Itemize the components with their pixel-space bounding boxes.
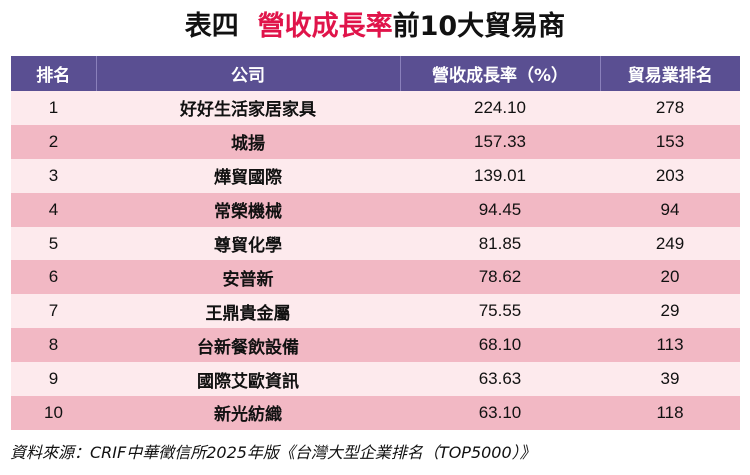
header-rank: 排名 xyxy=(11,56,97,91)
title-highlight: 營收成長率 xyxy=(257,11,393,42)
company-cell: 王鼎貴金屬 xyxy=(96,294,400,329)
growth-cell: 157.33 xyxy=(400,124,600,159)
growth-cell: 224.10 xyxy=(400,91,600,125)
trade-rank-cell: 278 xyxy=(600,91,740,125)
table-row: 2 城揚 157.33 153 xyxy=(11,124,740,159)
trade-rank-cell: 29 xyxy=(600,294,740,329)
company-cell: 台新餐飲設備 xyxy=(96,328,400,363)
growth-cell: 94.45 xyxy=(400,192,600,227)
header-growth: 營收成長率（%） xyxy=(400,56,601,91)
table-row: 3 燁貿國際 139.01 203 xyxy=(11,158,740,193)
company-cell: 安普新 xyxy=(96,260,400,295)
company-cell: 新光紡織 xyxy=(96,396,400,430)
company-cell: 尊貿化學 xyxy=(96,226,400,261)
table-header-row: 排名 公司 營收成長率（%） 貿易業排名 xyxy=(11,56,740,91)
rank-cell: 9 xyxy=(11,362,96,397)
table-row: 4 常榮機械 94.45 94 xyxy=(11,192,740,227)
rank-cell: 6 xyxy=(11,260,96,295)
company-cell: 城揚 xyxy=(96,124,400,159)
title-prefix: 表四 xyxy=(184,11,239,42)
trade-rank-cell: 20 xyxy=(600,260,740,295)
growth-cell: 68.10 xyxy=(400,328,600,363)
title-suffix: 前10大貿易商 xyxy=(392,11,566,42)
table-row: 6 安普新 78.62 20 xyxy=(11,260,740,295)
trade-rank-cell: 153 xyxy=(600,124,740,159)
trade-rank-cell: 39 xyxy=(600,362,740,397)
rank-cell: 10 xyxy=(11,396,96,430)
trade-rank-cell: 203 xyxy=(600,158,740,193)
growth-cell: 78.62 xyxy=(400,260,600,295)
trade-rank-cell: 113 xyxy=(600,328,740,363)
trade-rank-cell: 94 xyxy=(600,192,740,227)
growth-cell: 75.55 xyxy=(400,294,600,329)
growth-cell: 81.85 xyxy=(400,226,600,261)
table-row: 10 新光紡織 63.10 118 xyxy=(11,396,740,430)
rank-cell: 7 xyxy=(11,294,96,329)
table-body: 1 好好生活家居家具 224.10 278 2 城揚 157.33 153 3 燁貿國際 139.0… xyxy=(11,91,740,430)
table-row: 7 王鼎貴金屬 75.55 29 xyxy=(11,294,740,329)
source-note: 資料來源：CRIF中華徵信所2025年版《台灣大型企業排名（TOP5000）》 xyxy=(10,443,536,462)
rank-cell: 5 xyxy=(11,226,96,261)
table-row: 8 台新餐飲設備 68.10 113 xyxy=(11,328,740,363)
trade-rank-cell: 118 xyxy=(600,396,740,430)
growth-cell: 63.10 xyxy=(400,396,600,430)
rank-cell: 4 xyxy=(11,192,96,227)
company-cell: 常榮機械 xyxy=(96,192,400,227)
rank-cell: 3 xyxy=(11,158,96,193)
growth-cell: 139.01 xyxy=(400,158,600,193)
table-row: 5 尊貿化學 81.85 249 xyxy=(11,226,740,261)
trade-rank-cell: 249 xyxy=(600,226,740,261)
page-title: 表四 營收成長率前10大貿易商 xyxy=(0,6,750,48)
table-row: 1 好好生活家居家具 224.10 278 xyxy=(11,91,740,125)
rank-cell: 8 xyxy=(11,328,96,363)
ranking-table: 排名 公司 營收成長率（%） 貿易業排名 1 好好生活家居家具 224.10 278 2… xyxy=(11,56,740,430)
growth-cell: 63.63 xyxy=(400,362,600,397)
header-company: 公司 xyxy=(96,56,401,91)
header-trade-rank: 貿易業排名 xyxy=(600,56,740,91)
rank-cell: 1 xyxy=(11,91,96,125)
table-row: 9 國際艾歐資訊 63.63 39 xyxy=(11,362,740,397)
company-cell: 好好生活家居家具 xyxy=(96,91,400,125)
rank-cell: 2 xyxy=(11,124,96,159)
company-cell: 燁貿國際 xyxy=(96,158,400,193)
company-cell: 國際艾歐資訊 xyxy=(96,362,400,397)
